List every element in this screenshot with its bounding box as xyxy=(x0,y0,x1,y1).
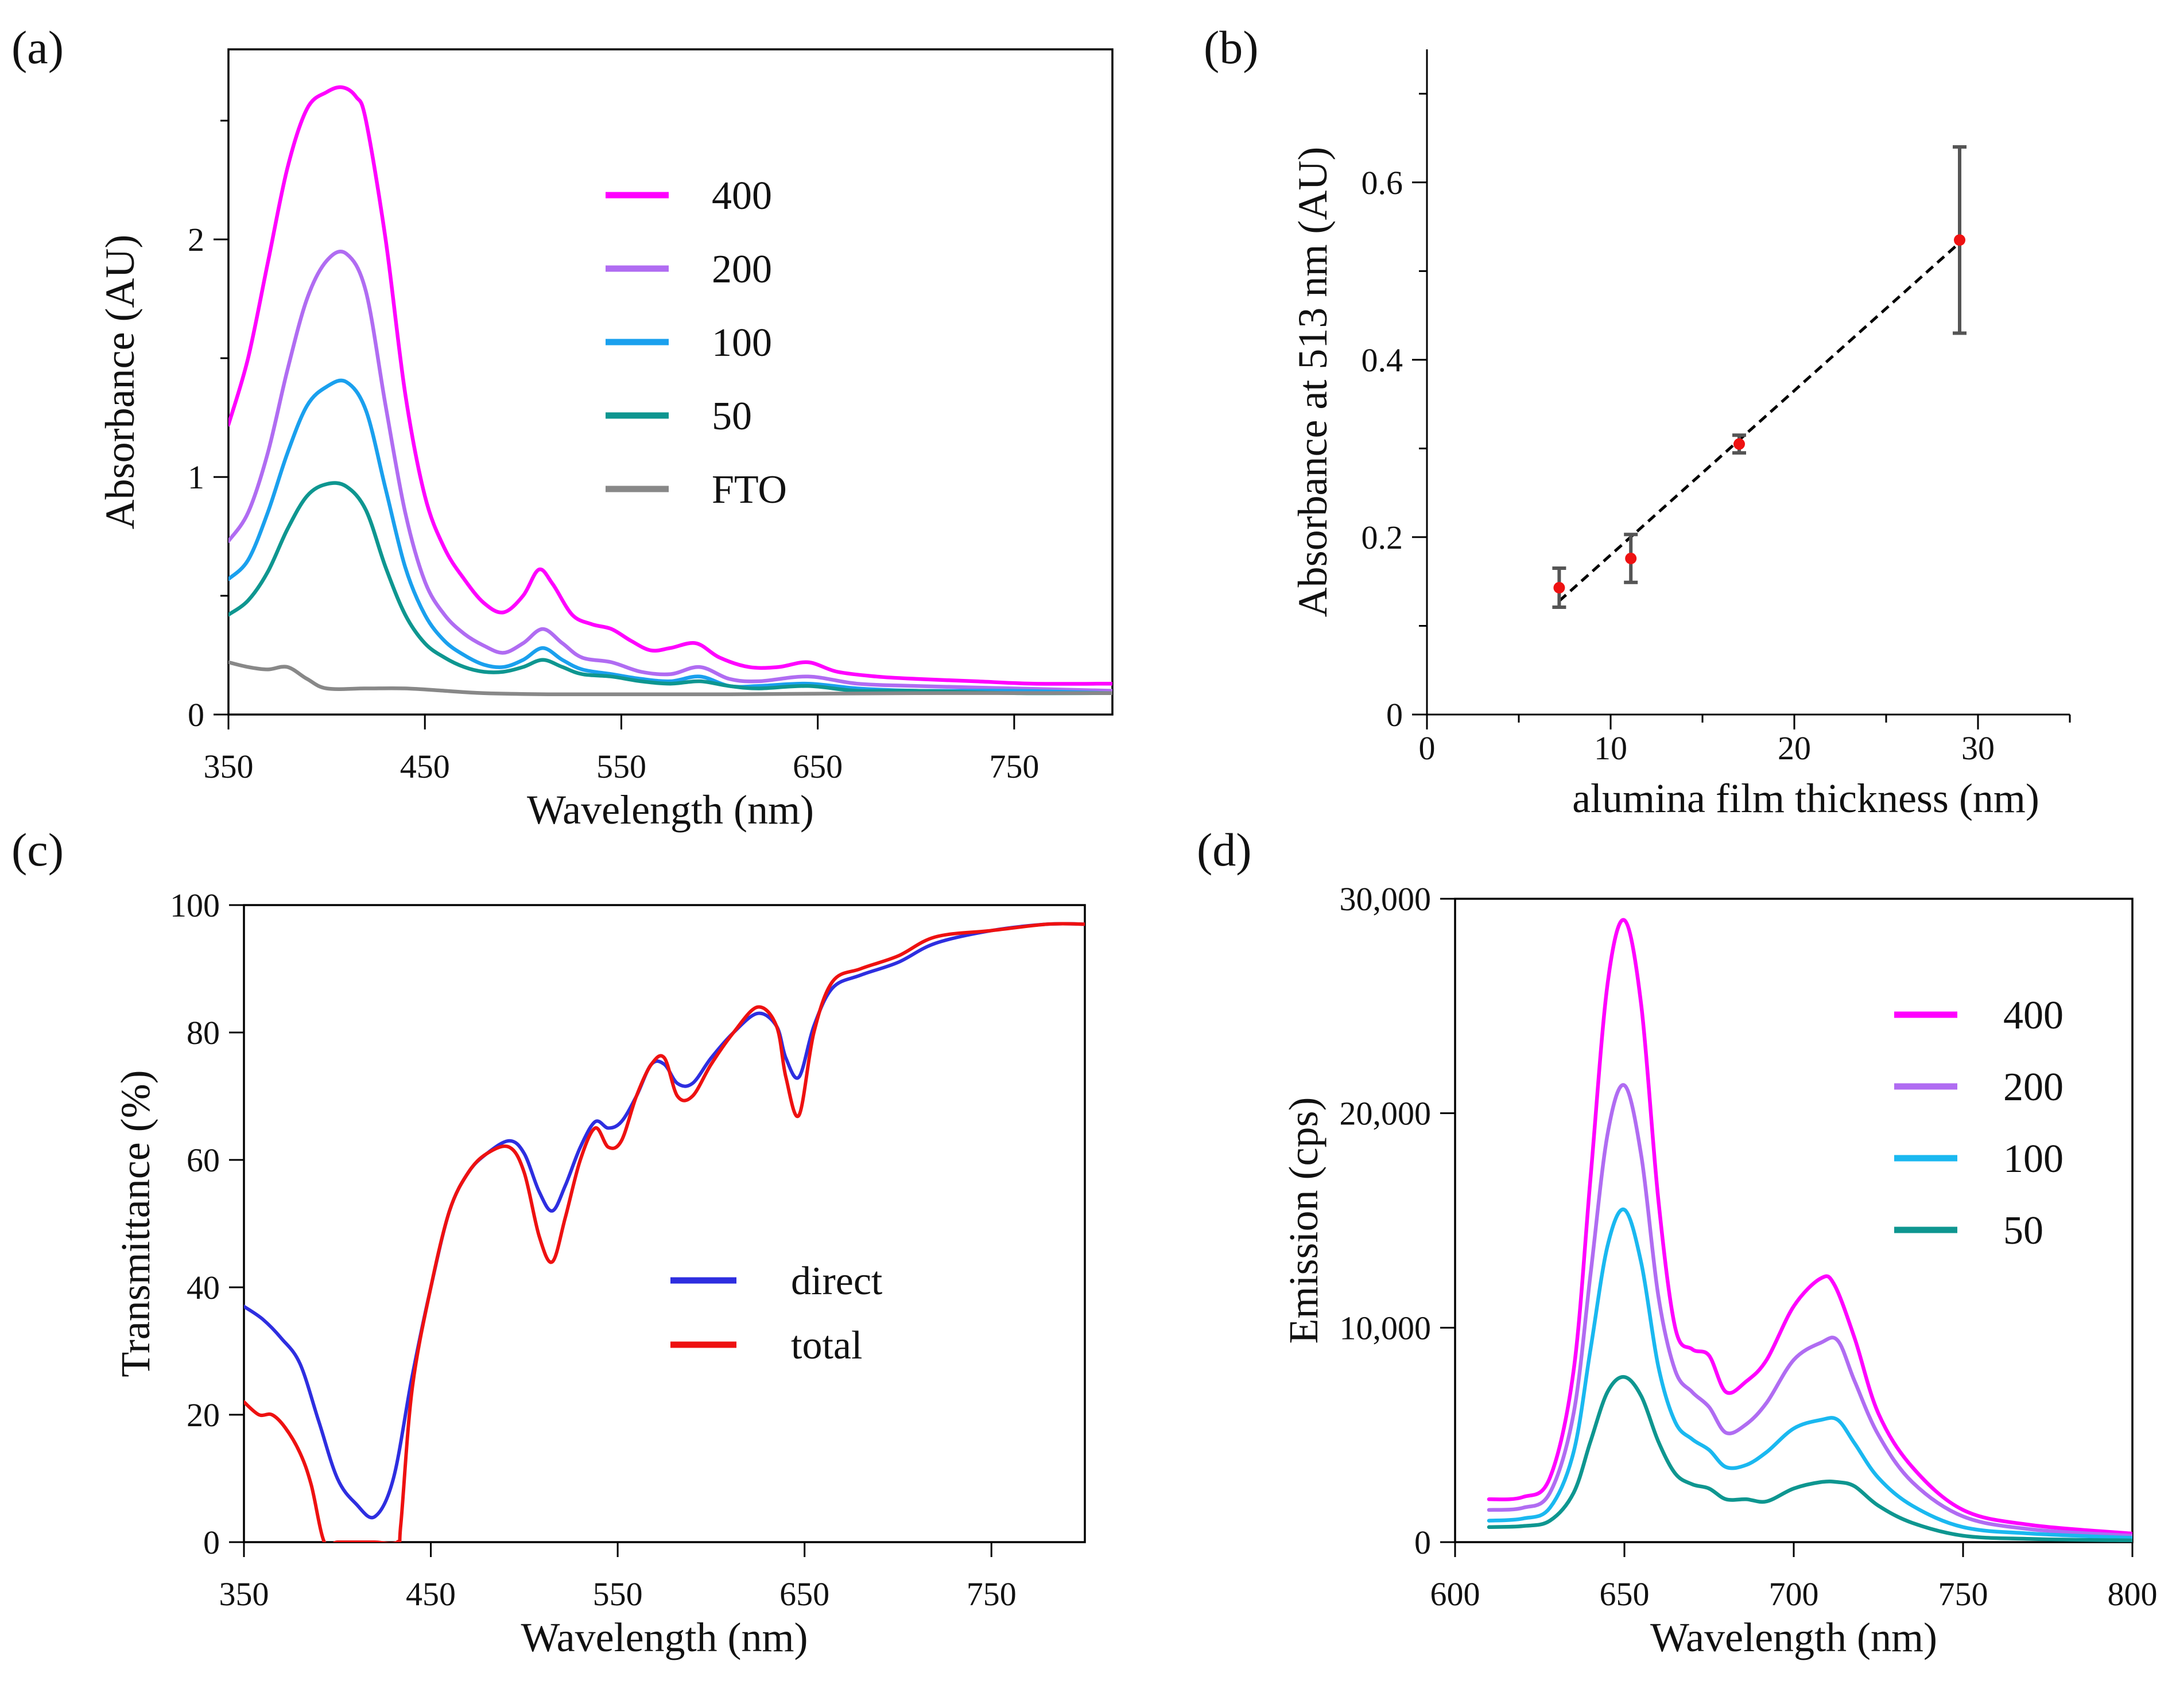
panel-label: (a) xyxy=(11,21,64,73)
x-axis-label: alumina film thickness (nm) xyxy=(1572,775,2039,821)
panel-a: 350 450 550 650 750 0 1 2 Wavelength (nm) Absorba… xyxy=(11,21,1114,833)
series-line-100 xyxy=(228,378,1112,695)
series-line-400 xyxy=(228,85,1112,686)
series-line-FTO xyxy=(228,660,1112,697)
x-tick-label: 600 xyxy=(1430,1575,1480,1613)
plot-frame xyxy=(227,48,1114,716)
legend-label-400: 400 xyxy=(2003,993,2064,1038)
y-tick-label: 60 xyxy=(187,1142,220,1179)
y-tick-label: 0.4 xyxy=(1362,341,1403,379)
plot-frame xyxy=(243,904,1086,1543)
series-line-50 xyxy=(1487,1375,2132,1542)
series-line-direct xyxy=(244,922,1085,1520)
y-tick-label: 0.6 xyxy=(1362,164,1403,201)
series-line-100 xyxy=(1487,1208,2132,1540)
x-tick-label: 800 xyxy=(2108,1575,2158,1613)
x-tick-label: 550 xyxy=(596,748,646,785)
x-tick-label: 650 xyxy=(1600,1575,1650,1613)
y-tick-label: 1 xyxy=(188,459,204,496)
legend-label-200: 200 xyxy=(2003,1065,2064,1109)
y-axis-label: Transmittance (%) xyxy=(113,1070,158,1377)
x-tick-label: 450 xyxy=(400,748,450,785)
x-tick-label: 700 xyxy=(1769,1575,1819,1613)
panel-b: 0 10 20 30 0 0.2 0.4 0.6 alumina film thickness … xyxy=(1204,21,2071,821)
panel-label: (b) xyxy=(1204,21,1259,73)
x-tick-label: 450 xyxy=(406,1575,456,1613)
data-point xyxy=(1733,438,1745,450)
x-axis-label: Wavelength (nm) xyxy=(521,1614,808,1660)
legend-label-direct: direct xyxy=(791,1259,883,1303)
y-tick-label: 10,000 xyxy=(1340,1309,1432,1346)
legend-label-100: 100 xyxy=(2003,1137,2064,1181)
data-layer xyxy=(1552,145,1967,610)
panel-label: (c) xyxy=(11,824,64,876)
y-tick-label: 0 xyxy=(1386,696,1403,733)
x-tick-label: 750 xyxy=(989,748,1039,785)
x-tick-label: 30 xyxy=(1961,729,1995,767)
x-tick-label: 350 xyxy=(204,748,254,785)
y-tick-label: 0 xyxy=(188,696,204,733)
panel-c: 350 450 550 650 750 0 20 40 60 80 100 Wavelength (n… xyxy=(11,824,1086,1660)
y-axis-label: Emission (cps) xyxy=(1281,1097,1327,1344)
fit-line xyxy=(1558,242,1961,603)
legend-label-50: 50 xyxy=(2003,1209,2043,1253)
y-tick-label: 0 xyxy=(1414,1524,1431,1561)
legend-label-total: total xyxy=(791,1323,862,1368)
y-tick-label: 0.2 xyxy=(1362,519,1403,556)
y-tick-label: 30,000 xyxy=(1340,880,1432,918)
data-layer xyxy=(228,85,1112,697)
y-tick-label: 0 xyxy=(203,1524,220,1561)
legend-label-FTO: FTO xyxy=(712,468,787,512)
series-line-200 xyxy=(1487,1083,2132,1538)
x-tick-label: 750 xyxy=(1938,1575,1988,1613)
x-tick-label: 550 xyxy=(593,1575,643,1613)
x-tick-label: 20 xyxy=(1778,729,1811,767)
y-tick-label: 20,000 xyxy=(1340,1095,1432,1132)
x-tick-label: 650 xyxy=(779,1575,829,1613)
x-tick-label: 750 xyxy=(967,1575,1017,1613)
y-tick-label: 100 xyxy=(170,887,220,924)
panel-d: 600 650 700 750 800 0 10,000 20,000 30,000 Wavele… xyxy=(1197,824,2158,1660)
y-tick-label: 80 xyxy=(187,1014,220,1051)
series-line-total xyxy=(244,922,1085,1542)
panel-label: (d) xyxy=(1197,824,1252,876)
y-axis-label: Absorbance at 513 nm (AU) xyxy=(1290,147,1336,618)
data-layer xyxy=(1487,918,2132,1542)
y-tick-label: 2 xyxy=(188,221,204,258)
data-point xyxy=(1553,582,1565,594)
x-axis-label: Wavelength (nm) xyxy=(1650,1614,1937,1660)
x-tick-label: 0 xyxy=(1419,729,1436,767)
series-line-50 xyxy=(228,481,1112,696)
data-point xyxy=(1625,553,1637,565)
x-tick-label: 10 xyxy=(1594,729,1627,767)
legend-label-100: 100 xyxy=(712,321,772,365)
data-point xyxy=(1954,234,1965,246)
x-axis-label: Wavelength (nm) xyxy=(527,787,814,833)
legend-label-200: 200 xyxy=(712,247,772,292)
series-line-200 xyxy=(228,250,1112,693)
x-tick-label: 350 xyxy=(219,1575,269,1613)
x-tick-label: 650 xyxy=(793,748,843,785)
y-tick-label: 20 xyxy=(187,1396,220,1434)
y-axis-label: Absorbance (AU) xyxy=(97,235,143,530)
y-tick-label: 40 xyxy=(187,1269,220,1306)
data-layer xyxy=(244,922,1085,1542)
legend-label-50: 50 xyxy=(712,394,752,438)
series-line-400 xyxy=(1487,918,2132,1536)
legend-label-400: 400 xyxy=(712,174,772,218)
